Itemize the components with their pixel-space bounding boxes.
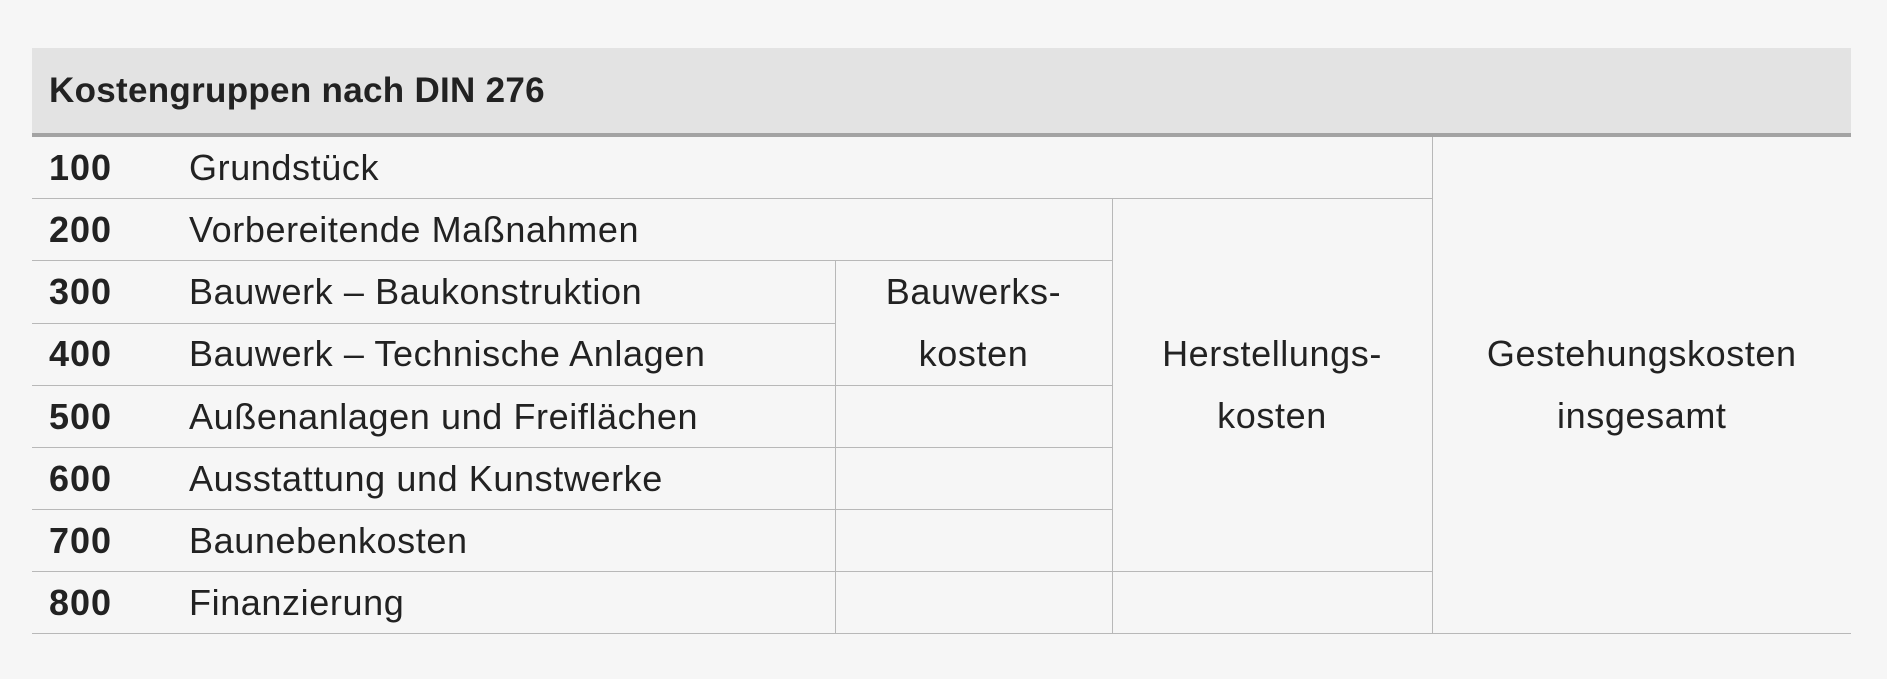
cost-groups-table: 100 Grundstück Gestehungskosten insgesam… [32,137,1852,634]
cost-group-number: 300 [32,260,189,324]
empty-cell [834,571,1112,634]
group-label: kosten [918,333,1029,374]
group-label: Bauwerks- [885,271,1062,312]
table-row: 600 Ausstattung und Kunstwerke [32,447,1851,510]
cost-group-number: 700 [32,509,189,572]
table-row: 500 Außenanlagen und Freiflächen [32,385,1851,448]
cost-group-number: 100 [32,137,189,199]
table-row: 100 Grundstück Gestehungskosten insgesam… [32,137,1852,634]
cost-group-label: Baunebenkosten [189,509,835,572]
table-title: Kostengruppen nach DIN 276 [32,48,1851,137]
bauwerkskosten-cell: Bauwerks- kosten [834,260,1112,386]
cost-group-number: 500 [32,385,189,448]
cost-group-label: Grundstück [189,137,1433,199]
table-row: 200 Vorbereitende Maßnahmen Herstellungs… [32,198,1851,572]
cost-group-number: 200 [32,198,189,261]
cost-group-number: 800 [32,571,189,634]
cost-groups-table-container: Kostengruppen nach DIN 276 100 Grundstüc… [32,48,1852,634]
cost-group-label: Finanzierung [189,571,835,634]
cost-group-number: 600 [32,447,189,510]
cost-group-label: Außenanlagen und Freiflächen [189,385,835,448]
cost-group-label: Bauwerk – Technische Anlagen [189,323,835,386]
table-row: 400 Bauwerk – Technische Anlagen [32,323,1851,386]
gestehungskosten-cell: Gestehungskosten insgesamt [1431,137,1852,634]
empty-cell [834,447,1112,510]
herstellungskosten-cell: Herstellungs- kosten [1111,198,1433,572]
empty-cell [1111,571,1433,634]
group-label: insgesamt [1557,395,1727,436]
cost-group-label: Ausstattung und Kunstwerke [189,447,835,510]
group-label: kosten [1217,395,1327,436]
cost-group-label: Vorbereitende Maßnahmen [189,198,1112,261]
group-label: Herstellungs- [1162,333,1382,374]
group-label: Gestehungskosten [1486,333,1797,374]
empty-cell [834,385,1112,448]
empty-cell [834,509,1112,572]
table-row: 300 Bauwerk – Baukonstruktion Bauwerks- … [32,260,1851,386]
cost-group-number: 400 [32,323,189,386]
cost-group-label: Bauwerk – Baukonstruktion [189,260,835,324]
table-row: 700 Baunebenkosten [32,509,1851,572]
table-row: 800 Finanzierung [32,571,1851,634]
